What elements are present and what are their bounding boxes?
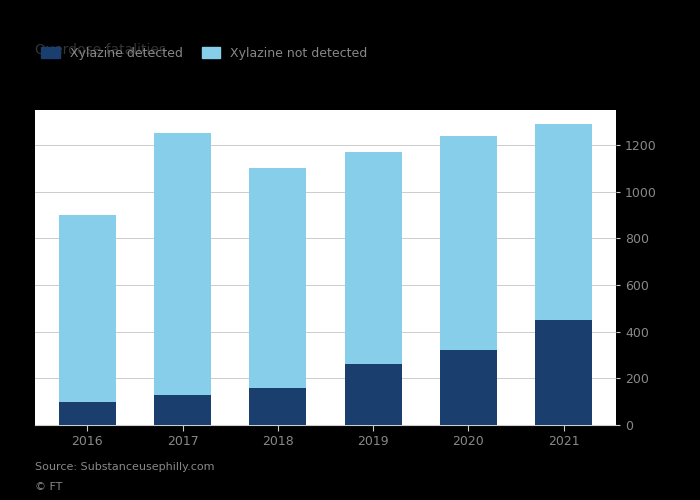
Bar — [154, 134, 211, 394]
Bar — [249, 388, 307, 425]
Bar — [344, 152, 402, 364]
Bar — [59, 402, 116, 425]
Legend: Xylazine detected, Xylazine not detected: Xylazine detected, Xylazine not detected — [41, 47, 368, 60]
Bar — [59, 215, 116, 402]
Text: Source: Substanceusephilly.com: Source: Substanceusephilly.com — [35, 462, 214, 472]
Bar — [154, 394, 211, 425]
Bar — [440, 136, 497, 350]
Bar — [249, 168, 307, 388]
Bar — [535, 320, 592, 425]
Text: © FT: © FT — [35, 482, 62, 492]
Bar — [440, 350, 497, 425]
Text: Overdose fatalities: Overdose fatalities — [35, 44, 166, 58]
Bar — [535, 124, 592, 320]
Bar — [344, 364, 402, 425]
